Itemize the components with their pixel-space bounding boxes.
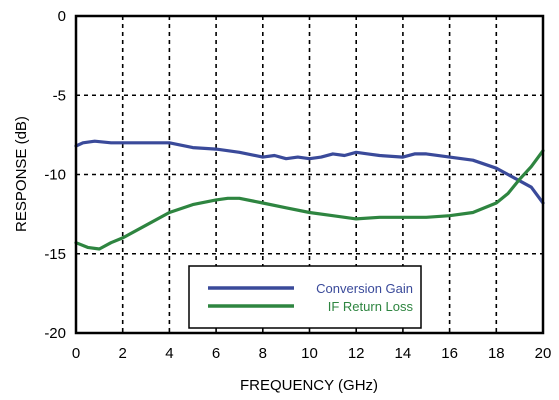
y-tick-label: 0 — [58, 8, 66, 25]
legend-label-conversion-gain: Conversion Gain — [316, 281, 413, 296]
x-tick-label: 4 — [165, 345, 173, 362]
y-tick-label: -20 — [44, 325, 66, 342]
axis-ticks: 0 2 4 6 8 10 12 14 16 18 20 0 -5 -10 -15 -20 — [44, 8, 551, 362]
x-tick-label: 14 — [395, 345, 412, 362]
x-tick-label: 8 — [259, 345, 267, 362]
legend: Conversion Gain IF Return Loss — [188, 265, 422, 329]
series-line-if-return-loss — [74, 149, 545, 251]
y-tick-label: -10 — [44, 167, 66, 184]
x-tick-label: 6 — [212, 345, 220, 362]
y-tick-label: -15 — [44, 246, 66, 263]
x-axis-label: FREQUENCY (GHz) — [240, 377, 378, 394]
y-tick-label: -5 — [53, 87, 66, 104]
x-tick-label: 20 — [535, 345, 552, 362]
series-layer — [74, 139, 545, 251]
series-line-conversion-gain — [74, 139, 545, 205]
legend-label-if-return-loss: IF Return Loss — [328, 299, 414, 314]
x-tick-label: 12 — [348, 345, 365, 362]
x-tick-label: 0 — [72, 345, 80, 362]
x-tick-label: 18 — [488, 345, 505, 362]
x-tick-label: 10 — [301, 345, 318, 362]
x-tick-label: 16 — [441, 345, 458, 362]
y-axis-label: RESPONSE (dB) — [13, 116, 30, 232]
x-tick-label: 2 — [119, 345, 127, 362]
legend-box — [188, 265, 422, 329]
plot-frame — [74, 14, 545, 335]
